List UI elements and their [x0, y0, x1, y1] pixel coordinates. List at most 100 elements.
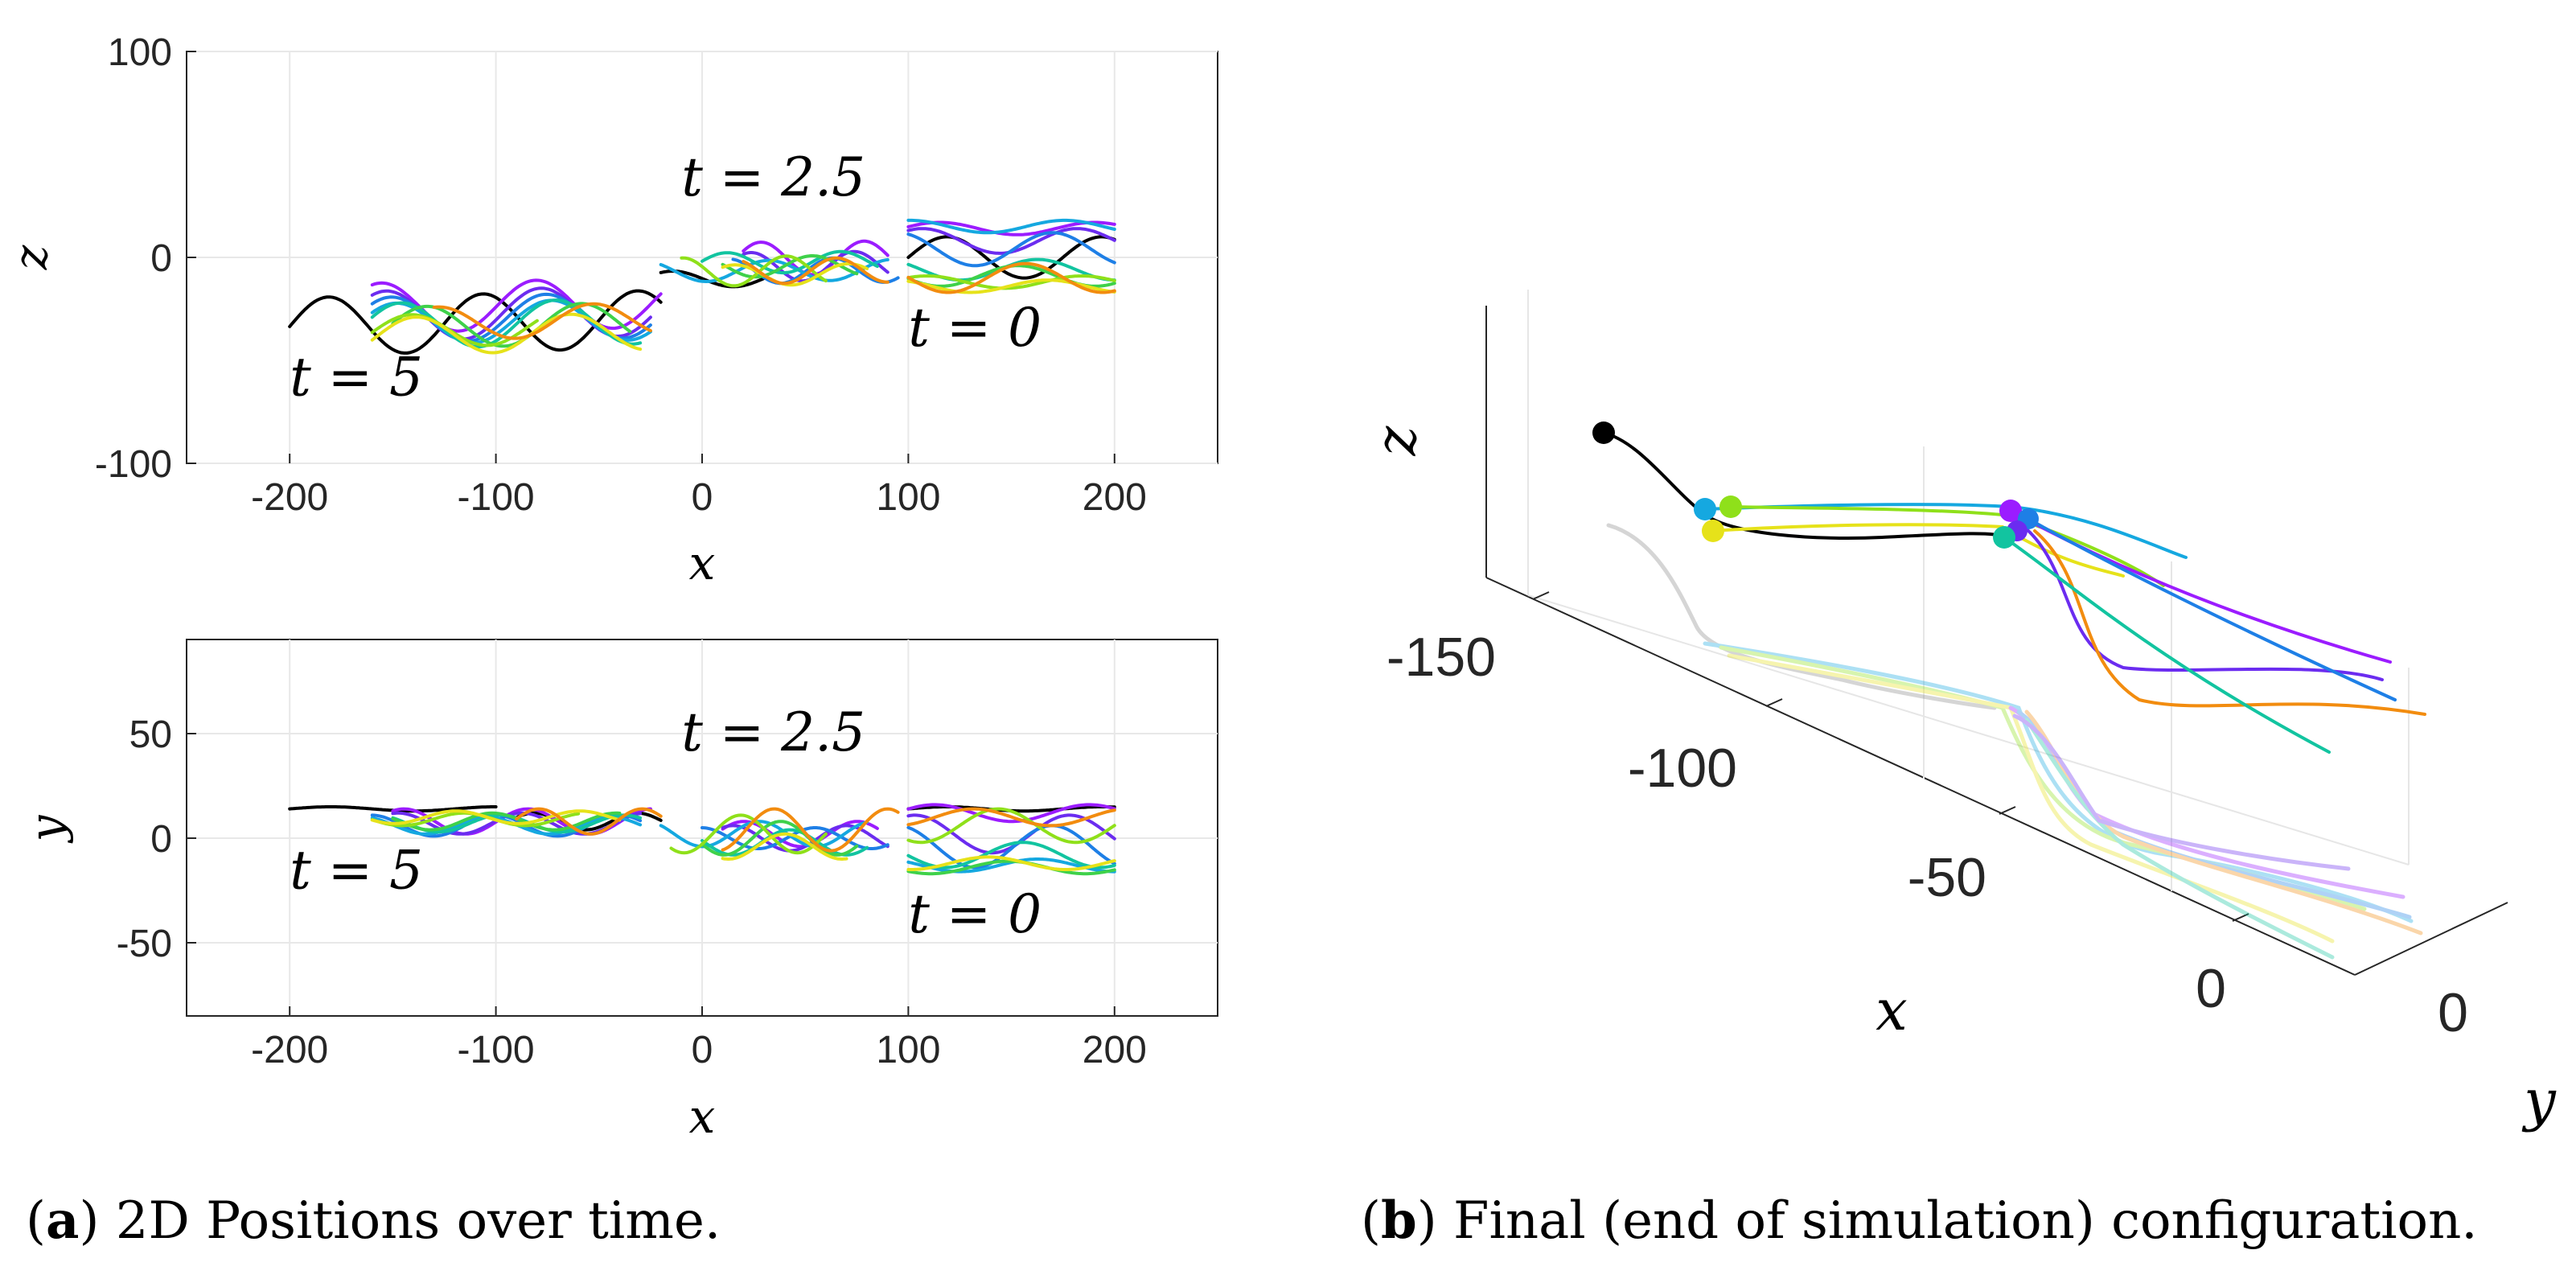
ticks-xy: -200 -100 0 100 200 50 0 -50 [117, 713, 1147, 1071]
endpoint-black [1592, 421, 1615, 444]
endpoint-purple [1999, 500, 2022, 522]
y-tick-label: 0 [150, 818, 172, 861]
series-line-yellow [721, 832, 848, 861]
endpoint-cyan [1694, 498, 1716, 520]
x-tick-label: -200 [251, 476, 328, 519]
annotation-label: t = 5 [290, 347, 423, 409]
series-xz [288, 218, 1116, 355]
shadow-yellow [1727, 653, 2335, 944]
series-line-cyan [659, 820, 869, 849]
series-line-teal [906, 841, 1116, 870]
annotations-xy: t = 5 t = 2.5 t = 0 [290, 701, 1041, 945]
series-line-green [391, 811, 622, 832]
trajectory-lime [1729, 505, 2165, 587]
y-tick-label: 50 [129, 713, 172, 756]
ylabel-xy: y [19, 814, 74, 844]
x-tick-label-3d: -100 [1628, 738, 1737, 799]
x-tick-label: 200 [1083, 476, 1147, 519]
series-line-green [700, 820, 859, 857]
y-tick-label: 0 [150, 237, 172, 280]
trajectory-teal [2003, 536, 2331, 754]
series-line-black [288, 289, 663, 355]
x-tick-label: 200 [1083, 1029, 1147, 1071]
shadow-blue [2016, 709, 2412, 919]
x-tick-label: 100 [876, 1029, 940, 1071]
trajectory-cyan [1703, 502, 2188, 559]
shadow-purple [2008, 705, 2405, 899]
endpoints-3d [1592, 421, 2039, 549]
shadow-orange [2024, 709, 2423, 936]
caption-a-text: 2D Positions over time. [99, 1191, 721, 1251]
grid-line [1527, 594, 2410, 866]
series-line-cyan [906, 218, 1116, 235]
x-tick-mark [2232, 913, 2249, 922]
annotation-label: t = 0 [908, 883, 1041, 945]
caption-a: (a) 2D Positions over time. [26, 1190, 721, 1251]
ticks-xz: -200 -100 0 100 200 100 0 -100 [95, 31, 1147, 519]
y-tick-label: 100 [108, 31, 172, 74]
grid-3d [1527, 290, 2410, 891]
xlabel-3d: x [1876, 977, 1907, 1043]
shadow-lime [1719, 645, 2367, 911]
x-tick-label: 0 [692, 1029, 713, 1071]
axes-3d [1485, 306, 2508, 976]
y-axis-line [2354, 902, 2508, 976]
annotation-label: t = 5 [290, 839, 423, 901]
annotations-xz: t = 5 t = 2.5 t = 0 [290, 146, 1041, 408]
caption-b-text: Final (end of simulation) configuration. [1436, 1191, 2478, 1251]
caption-b-label: b [1380, 1190, 1417, 1251]
trajectories-3d [1602, 431, 2426, 754]
grid-xy [187, 639, 1218, 1016]
x-tick-label-3d: 0 [2196, 958, 2226, 1019]
y-tick-label-3d: 0 [2438, 982, 2468, 1043]
x-ticks-3d [1532, 591, 2249, 922]
annotation-label: t = 0 [908, 297, 1041, 359]
x-tick-label: 100 [876, 476, 940, 519]
annotation-label: t = 2.5 [681, 701, 865, 763]
trajectory-yellow [1711, 523, 2125, 578]
series-line-green [721, 254, 859, 279]
chart-3d-panel: -150 -100 -50 0 0 x y z [1363, 290, 2557, 1133]
trajectory-blue [2027, 517, 2397, 701]
series-line-lime [680, 254, 828, 288]
shadow-cyan [1703, 641, 2414, 923]
endpoint-teal [1993, 526, 2015, 549]
series-line-blue [906, 824, 1116, 870]
series-line-teal [700, 249, 879, 275]
series-line-orange [721, 807, 900, 853]
x-tick-mark [1999, 806, 2016, 815]
series-line-lime [906, 273, 1116, 290]
series-line-yellow [721, 261, 869, 287]
series-line-yellow [906, 278, 1116, 294]
series-xy [288, 803, 1116, 876]
series-line-yellow [906, 855, 1116, 871]
shadow-violet [2012, 713, 2351, 871]
xlabel-xy: x [689, 1089, 716, 1144]
shadow-black [1606, 523, 1997, 710]
caption-a-label: a [45, 1190, 80, 1251]
endpoint-yellow [1702, 520, 1724, 542]
shadow-teal [2024, 718, 2335, 960]
x-tick-label: -200 [251, 1029, 328, 1071]
endpoint-lime [1719, 496, 1742, 518]
series-line-orange [432, 302, 652, 340]
y-tick-label: -50 [117, 923, 172, 965]
x-tick-mark [1765, 698, 1783, 707]
x-tick-label: 0 [692, 476, 713, 519]
caption-b: (b) Final (end of simulation) configurat… [1361, 1190, 2478, 1251]
x-tick-label-3d: -50 [1908, 847, 1986, 908]
x-tick-label-3d: -150 [1387, 627, 1496, 688]
series-line-yellow [370, 312, 643, 355]
floor-shadows [1606, 523, 2423, 960]
series-line-yellow [370, 809, 622, 825]
x-tick-label: -100 [458, 476, 535, 519]
series-line-blue [906, 231, 1116, 268]
series-line-purple [906, 803, 1116, 824]
series-line-cyan [370, 815, 643, 836]
series-line-orange [515, 807, 663, 836]
series-line-black [906, 235, 1116, 280]
series-line-orange [906, 261, 1116, 294]
chart-xz-panel: -200 -100 0 100 200 100 0 -100 x z t = 5 t = 2.5… [3, 31, 1218, 590]
